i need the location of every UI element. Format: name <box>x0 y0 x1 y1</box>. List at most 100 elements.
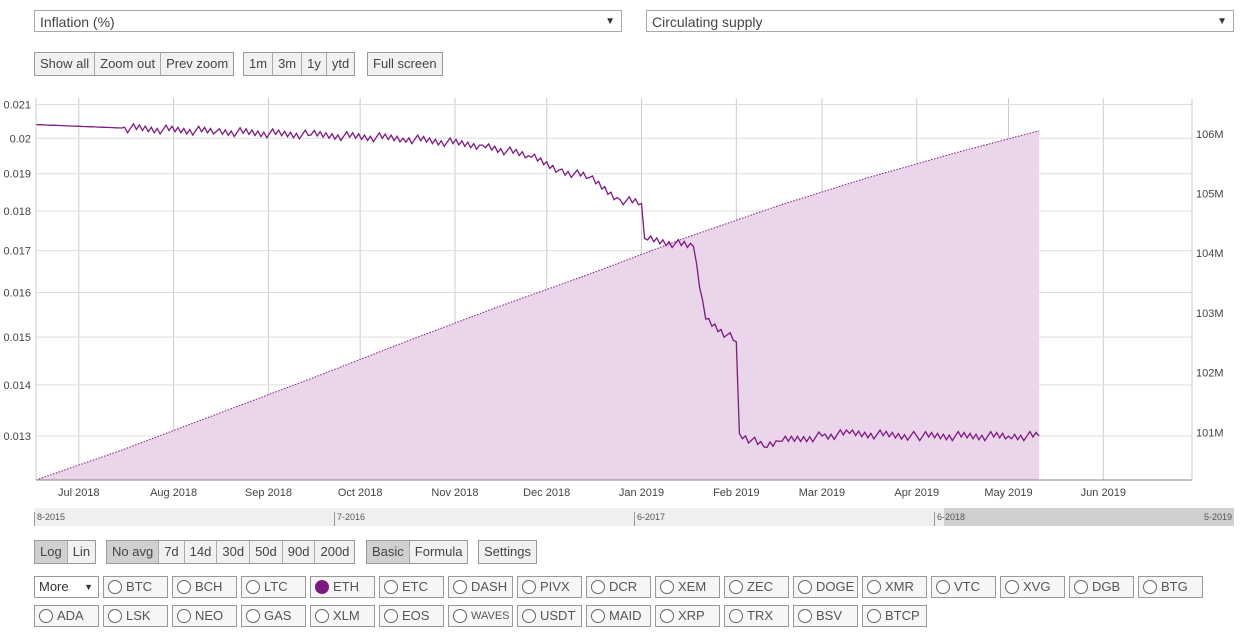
more-select[interactable]: More ▼ <box>34 576 99 598</box>
coin-toggle-vtc[interactable]: VTC <box>931 576 996 598</box>
coin-label: EOS <box>402 608 430 623</box>
coin-toggle-xlm[interactable]: XLM <box>310 605 375 627</box>
left-tick-label: 0.016 <box>3 288 31 300</box>
coin-toggle-etc[interactable]: ETC <box>379 576 444 598</box>
chart[interactable]: 0.013 0.014 0.015 0.016 0.017 0.018 0.019 0.02 0… <box>0 95 1244 505</box>
coin-label: USDT <box>540 608 576 623</box>
x-tick-label: Aug 2018 <box>150 487 197 499</box>
show-all-button[interactable]: Show all <box>35 53 96 75</box>
coin-toggle-dash[interactable]: DASH <box>448 576 513 598</box>
radio-circle-icon <box>729 580 743 594</box>
left-tick-label: 0.02 <box>10 133 31 145</box>
range-ytd-button[interactable]: ytd <box>326 53 355 75</box>
coin-label: BTCP <box>885 608 920 623</box>
radio-circle-icon <box>315 580 329 594</box>
coin-toggle-xmr[interactable]: XMR <box>862 576 927 598</box>
coin-toggle-maid[interactable]: MAID <box>586 605 651 627</box>
x-axis-labels: Jul 2018 Aug 2018 Sep 2018 Oct 2018 Nov 2018… <box>58 487 1126 499</box>
settings-group: Settings <box>478 540 537 564</box>
avg-30d-button[interactable]: 30d <box>217 541 251 563</box>
navigator-selection[interactable] <box>944 508 1234 526</box>
avg-14d-button[interactable]: 14d <box>184 541 218 563</box>
fullscreen-group: Full screen <box>367 52 443 76</box>
avg-50d-button[interactable]: 50d <box>250 541 283 563</box>
radio-circle-icon <box>729 609 743 623</box>
right-tick-label: 105M <box>1196 189 1224 201</box>
zoom-out-button[interactable]: Zoom out <box>95 53 162 75</box>
coin-toggle-zec[interactable]: ZEC <box>724 576 789 598</box>
coin-toggle-trx[interactable]: TRX <box>724 605 789 627</box>
range-1y-button[interactable]: 1y <box>302 53 327 75</box>
coin-toggle-btcp[interactable]: BTCP <box>862 605 927 627</box>
radio-circle-icon <box>1074 580 1088 594</box>
radio-circle-icon <box>591 609 605 623</box>
avg-200d-button[interactable]: 200d <box>315 541 355 563</box>
zoom-button-group: Show all Zoom out Prev zoom <box>34 52 235 76</box>
radio-circle-icon <box>39 609 53 623</box>
radio-circle-icon <box>384 580 398 594</box>
left-series-select[interactable]: Inflation (%) ▼ <box>34 10 622 32</box>
radio-circle-icon <box>867 580 881 594</box>
coin-toggle-eth[interactable]: ETH <box>310 576 375 598</box>
prev-zoom-button[interactable]: Prev zoom <box>161 53 234 75</box>
coin-toggle-waves[interactable]: WAVES <box>448 605 513 627</box>
coin-toggle-eos[interactable]: EOS <box>379 605 444 627</box>
right-tick-label: 103M <box>1196 308 1224 320</box>
log-scale-button[interactable]: Log <box>35 541 68 563</box>
coin-toggle-ada[interactable]: ADA <box>34 605 99 627</box>
radio-circle-icon <box>177 580 191 594</box>
radio-circle-icon <box>453 609 467 623</box>
basic-mode-button[interactable]: Basic <box>367 541 410 563</box>
x-tick-label: May 2019 <box>984 487 1032 499</box>
no-avg-button[interactable]: No avg <box>107 541 160 563</box>
avg-90d-button[interactable]: 90d <box>282 541 316 563</box>
x-tick-label: Oct 2018 <box>338 487 383 499</box>
chevron-down-icon: ▼ <box>1217 16 1227 27</box>
coin-label: VTC <box>954 579 980 594</box>
radio-circle-icon <box>798 609 812 623</box>
right-tick-label: 101M <box>1196 427 1224 439</box>
coin-toggle-ltc[interactable]: LTC <box>241 576 306 598</box>
coin-toggle-neo[interactable]: NEO <box>172 605 237 627</box>
lin-scale-button[interactable]: Lin <box>67 541 96 563</box>
coin-toggle-xrp[interactable]: XRP <box>655 605 720 627</box>
avg-7d-button[interactable]: 7d <box>159 541 185 563</box>
coin-toggle-doge[interactable]: DOGE <box>793 576 858 598</box>
left-tick-label: 0.017 <box>3 246 31 258</box>
coin-label: DCR <box>609 579 638 594</box>
coin-toggle-usdt[interactable]: USDT <box>517 605 582 627</box>
coin-toggle-lsk[interactable]: LSK <box>103 605 168 627</box>
left-tick-label: 0.019 <box>3 169 31 181</box>
radio-circle-icon <box>522 609 536 623</box>
navigator[interactable]: 8-2015 7-2016 6-2017 6-2018 5-2019 <box>34 508 1234 526</box>
left-tick-label: 0.015 <box>3 332 31 344</box>
right-series-select[interactable]: Circulating supply ▼ <box>646 10 1234 32</box>
x-tick-label: Feb 2019 <box>713 487 759 499</box>
coin-toggle-dcr[interactable]: DCR <box>586 576 651 598</box>
radio-circle-icon <box>453 580 467 594</box>
coin-toggle-pivx[interactable]: PIVX <box>517 576 582 598</box>
coin-toggle-bch[interactable]: BCH <box>172 576 237 598</box>
x-tick-label: Dec 2018 <box>523 487 570 499</box>
coin-toggle-xem[interactable]: XEM <box>655 576 720 598</box>
inflation-line <box>35 122 1040 449</box>
coin-label: XMR <box>885 579 914 594</box>
radio-circle-icon <box>177 609 191 623</box>
formula-mode-button[interactable]: Formula <box>409 541 468 563</box>
range-1m-button[interactable]: 1m <box>244 53 274 75</box>
settings-button[interactable]: Settings <box>479 541 536 563</box>
coin-toggle-xvg[interactable]: XVG <box>1000 576 1065 598</box>
coin-toggle-btg[interactable]: BTG <box>1138 576 1203 598</box>
radio-circle-icon <box>1005 580 1019 594</box>
radio-circle-icon <box>660 609 674 623</box>
coin-label: ETH <box>333 579 359 594</box>
coin-label: BCH <box>195 579 223 594</box>
coin-toggle-btc[interactable]: BTC <box>103 576 168 598</box>
coin-toggle-dgb[interactable]: DGB <box>1069 576 1134 598</box>
full-screen-button[interactable]: Full screen <box>368 53 442 75</box>
radio-circle-icon <box>867 609 881 623</box>
coin-toggle-gas[interactable]: GAS <box>241 605 306 627</box>
range-3m-button[interactable]: 3m <box>273 53 303 75</box>
x-tick-label: Jun 2019 <box>1081 487 1126 499</box>
coin-toggle-bsv[interactable]: BSV <box>793 605 858 627</box>
